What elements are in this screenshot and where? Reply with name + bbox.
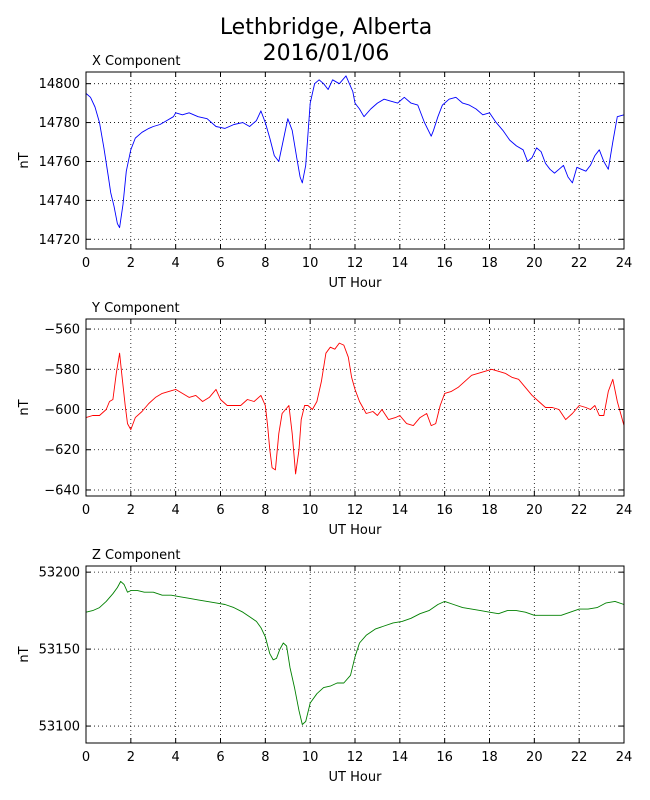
x-tick-label: 6 <box>216 256 224 271</box>
y-tick-label: −580 <box>44 363 80 378</box>
x-tick-label: 12 <box>347 750 364 765</box>
x-tick-label: 18 <box>481 256 498 271</box>
x-tick-label: 4 <box>172 503 180 518</box>
x-tick-label: 10 <box>302 750 319 765</box>
x-tick-label: 22 <box>571 503 588 518</box>
y-tick-label: −640 <box>44 483 80 498</box>
x-tick-label: 2 <box>127 750 135 765</box>
y-axis-label-x: nT <box>17 152 32 168</box>
x-tick-label: 14 <box>392 503 409 518</box>
x-tick-label: 24 <box>616 256 633 271</box>
x-axis-label-y: UT Hour <box>329 523 383 538</box>
y-tick-label: −560 <box>44 323 80 338</box>
grid-y <box>86 319 624 496</box>
series-line-x <box>85 75 625 229</box>
y-tick-label: 14760 <box>39 155 80 170</box>
figure-title-date: 2016/01/06 <box>263 41 390 66</box>
grid-z <box>86 566 624 743</box>
x-tick-label: 4 <box>172 750 180 765</box>
x-tick-label: 20 <box>526 503 543 518</box>
x-tick-label: 10 <box>302 503 319 518</box>
x-tick-label: 12 <box>347 256 364 271</box>
panel-x: 0 2 4 6 8 10 12 14 16 18 20 22 241472014740147601478… <box>17 54 632 291</box>
y-tick-label: −620 <box>44 443 80 458</box>
series-line-z <box>85 580 625 725</box>
x-tick-label: 16 <box>436 503 453 518</box>
x-tick-label: 8 <box>261 256 269 271</box>
figure-title-location: Lethbridge, Alberta <box>220 15 432 40</box>
panel-title-x: X Component <box>92 54 181 69</box>
panel-y: 0 2 4 6 8 10 12 14 16 18 20 22 24−640−620−600−580−56… <box>17 301 632 538</box>
panel-title-z: Z Component <box>92 548 181 563</box>
x-tick-label: 18 <box>481 503 498 518</box>
x-tick-label: 6 <box>216 750 224 765</box>
x-tick-label: 0 <box>82 503 90 518</box>
x-tick-label: 16 <box>436 750 453 765</box>
y-tick-label: 14740 <box>39 194 80 209</box>
grid-x <box>86 72 624 249</box>
y-tick-label: 53100 <box>39 720 80 735</box>
x-tick-label: 20 <box>526 750 543 765</box>
y-tick-label: −600 <box>44 403 80 418</box>
x-tick-label: 10 <box>302 256 319 271</box>
x-tick-label: 18 <box>481 750 498 765</box>
x-tick-label: 14 <box>392 256 409 271</box>
x-tick-label: 14 <box>392 750 409 765</box>
x-tick-label: 6 <box>216 503 224 518</box>
x-tick-label: 16 <box>436 256 453 271</box>
x-tick-label: 2 <box>127 503 135 518</box>
y-tick-label: 14800 <box>39 77 80 92</box>
chart-panels: 0 2 4 6 8 10 12 14 16 18 20 22 241472014740147601478… <box>17 54 632 785</box>
x-tick-label: 0 <box>82 256 90 271</box>
x-tick-label: 8 <box>261 503 269 518</box>
y-axis-label-z: nT <box>17 646 32 662</box>
panel-title-y: Y Component <box>91 301 180 316</box>
x-axis-label-z: UT Hour <box>329 770 383 785</box>
x-tick-label: 12 <box>347 503 364 518</box>
x-tick-label: 2 <box>127 256 135 271</box>
x-tick-label: 24 <box>616 503 633 518</box>
x-tick-label: 22 <box>571 256 588 271</box>
y-tick-label: 53150 <box>39 643 80 658</box>
x-axis-label-x: UT Hour <box>329 276 383 291</box>
x-tick-label: 22 <box>571 750 588 765</box>
x-tick-label: 8 <box>261 750 269 765</box>
y-tick-label: 14720 <box>39 233 80 248</box>
x-tick-label: 0 <box>82 750 90 765</box>
y-tick-label: 53200 <box>39 566 80 581</box>
y-tick-label: 14780 <box>39 116 80 131</box>
x-tick-label: 24 <box>616 750 633 765</box>
x-tick-label: 20 <box>526 256 543 271</box>
x-tick-label: 4 <box>172 256 180 271</box>
series-line-y <box>85 342 625 475</box>
y-axis-label-y: nT <box>17 399 32 415</box>
